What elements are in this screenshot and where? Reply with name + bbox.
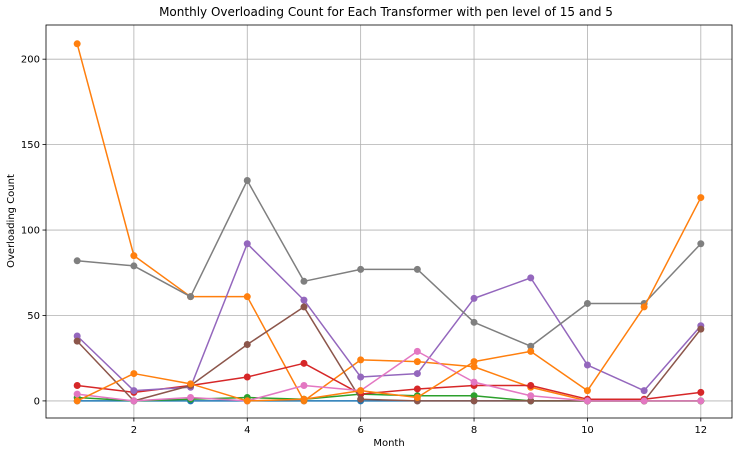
data-point [130,387,138,395]
series-3 [73,390,705,405]
data-point [300,303,308,311]
data-point [300,277,308,285]
y-tick-label: 0 [34,396,40,407]
series-line [76,43,701,402]
data-point [583,397,591,405]
data-point [413,393,421,401]
data-point [357,265,365,273]
data-point [470,392,478,400]
series-line [76,197,702,402]
x-tick-label: 12 [694,425,707,436]
y-tick-label: 50 [27,311,40,322]
series-layer [73,40,705,405]
y-axis-label: Overloading Count [6,174,17,268]
x-tick-label: 2 [131,425,137,436]
data-point [413,385,421,393]
data-point [470,358,478,366]
data-point [243,293,251,301]
data-point [413,358,421,366]
plot-frame [45,24,733,419]
data-point [300,296,308,304]
data-point [697,194,705,202]
data-point [243,341,251,349]
data-point [243,176,251,184]
data-point [187,293,195,301]
data-point [697,388,705,396]
data-point [130,370,138,378]
data-point [470,294,478,302]
data-point [243,373,251,381]
data-point [73,390,81,398]
data-point [640,397,648,405]
data-point [357,356,365,364]
data-point [697,240,705,248]
data-point [470,397,478,405]
data-point [73,40,81,48]
data-point [130,252,138,260]
data-point [583,387,591,395]
x-tick-label: 4 [244,425,250,436]
data-point [187,393,195,401]
y-tick-label: 200 [21,55,40,66]
data-point [413,347,421,355]
data-point [357,387,365,395]
series-line [76,242,702,392]
data-point [413,370,421,378]
data-point [243,240,251,248]
series-line [77,179,702,347]
series-2 [73,40,705,405]
x-tick-label: 6 [357,425,363,436]
data-point [583,300,591,308]
data-point [470,363,478,371]
data-point [697,397,705,405]
data-point [640,387,648,395]
axis-ticks: 2 4 6 8 10 12 0 50 100 150 200 [21,55,707,436]
data-point [73,337,81,345]
data-point [73,257,81,265]
data-point [697,325,705,333]
data-point [73,382,81,390]
data-point [640,303,648,311]
x-tick-label: 10 [581,425,594,436]
data-point [130,262,138,270]
series-8 [73,176,705,350]
series-line [77,350,701,402]
data-point [243,397,251,405]
data-point [187,380,195,388]
series-4 [73,359,705,403]
data-point [527,342,535,350]
x-axis-label: Month [373,438,404,449]
data-point [527,397,535,405]
grid-lines [46,25,732,418]
series-9 [73,194,705,405]
data-point [583,361,591,369]
data-point [357,395,365,403]
series-line [76,306,702,402]
data-point [357,373,365,381]
y-tick-label: 150 [21,140,40,151]
data-point [300,359,308,367]
data-point [130,397,138,405]
data-point [470,378,478,386]
series-7 [73,347,705,405]
data-point [527,392,535,400]
x-tick-label: 8 [471,425,477,436]
data-point [527,347,535,355]
data-point [73,397,81,405]
chart-title: Monthly Overloading Count for Each Trans… [159,5,613,19]
y-tick-label: 100 [21,226,40,237]
data-point [300,395,308,403]
data-point [527,382,535,390]
data-point [470,318,478,326]
series-line [77,362,701,400]
data-point [413,265,421,273]
data-point [527,274,535,282]
data-point [300,382,308,390]
data-point [73,332,81,340]
